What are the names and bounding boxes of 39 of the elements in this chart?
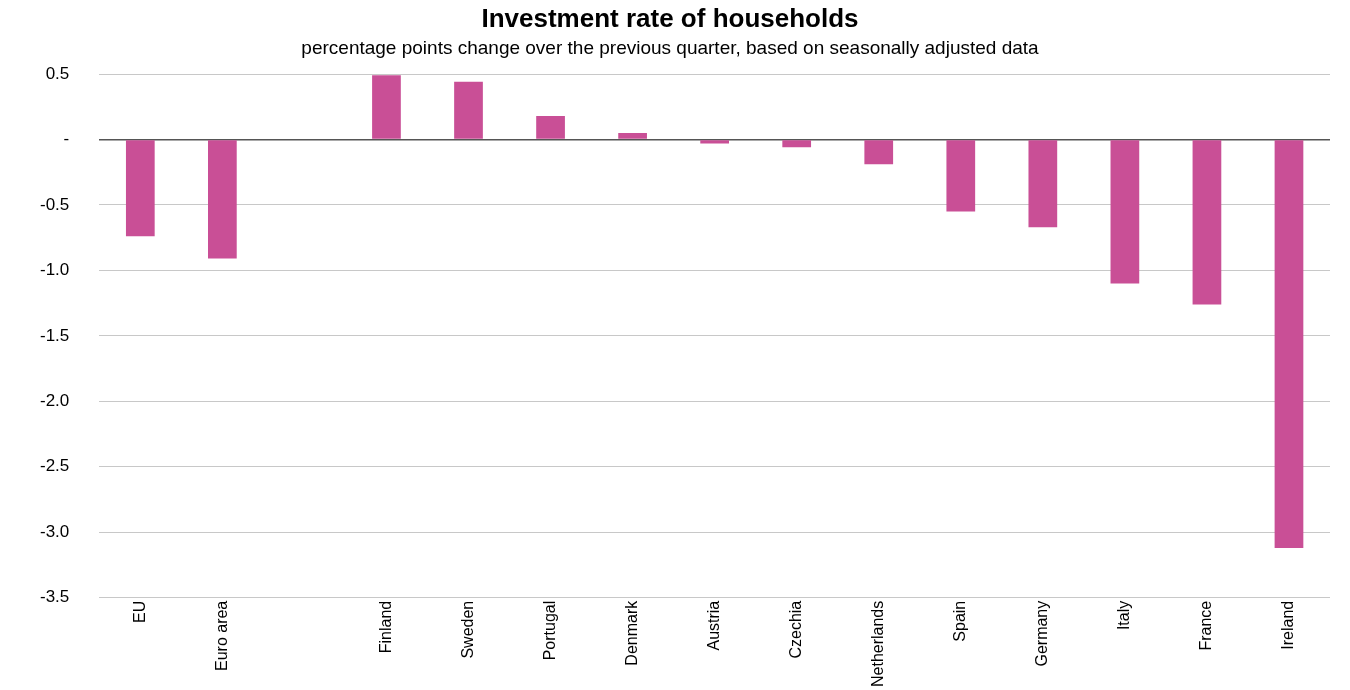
x-tick-label: Sweden [458,600,476,659]
x-tick-label: Euro area [212,600,230,671]
bar [864,140,894,165]
y-tick-label: -2.5 [40,456,70,476]
bar [208,140,237,259]
y-tick-label: - [63,129,70,149]
x-tick-label: Denmark [623,599,641,666]
bar [536,115,565,139]
bar [1110,140,1140,284]
x-tick-label: Finland [376,600,394,654]
x-tick-label: Portugal [540,600,558,661]
y-tick-label: 0.5 [45,63,70,83]
chart-title: Investment rate of households [481,2,859,33]
y-tick-label: -3.5 [40,587,70,607]
x-tick-label: Austria [705,600,723,651]
x-tick-label: Italy [1115,600,1133,631]
y-tick-label: -3.0 [40,521,70,541]
x-tick-label: Germany [1033,600,1051,667]
x-tick-label: France [1197,600,1215,651]
bar [782,140,812,148]
bar [1192,140,1222,305]
bar [125,140,155,237]
chart-subtitle: percentage points change over the previous quarter, based on seasonally adjusted data [301,36,1040,58]
y-tick-label: -2.0 [40,391,70,411]
y-tick-label: -0.5 [40,194,70,214]
x-tick-label: Spain [951,600,969,642]
bar [454,81,483,139]
y-tick-label: -1.0 [40,260,70,280]
x-tick-label: Ireland [1279,600,1297,650]
y-tick-label: -1.5 [40,325,70,345]
x-tick-label: Czechia [787,600,805,659]
bar [372,75,401,139]
bar [618,132,647,139]
bar [700,140,730,144]
bar [1274,140,1304,548]
x-tick-label: EU [130,600,148,623]
bar [946,140,976,212]
bar [1028,140,1058,228]
x-tick-label: Netherlands [869,600,887,688]
